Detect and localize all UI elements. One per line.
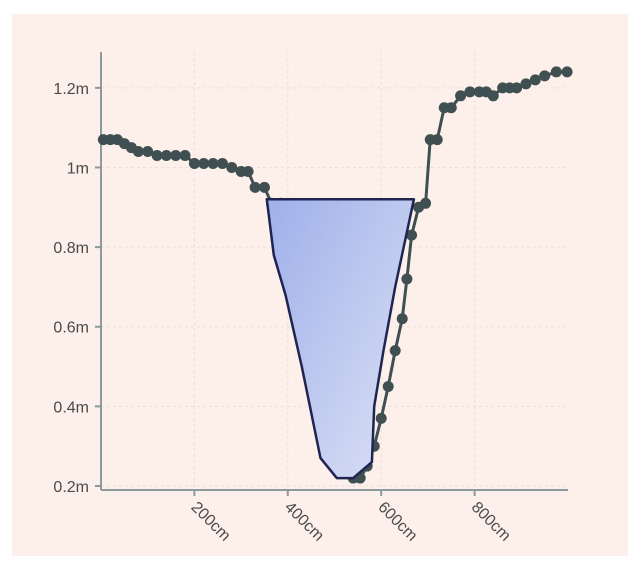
y-tick-label: 0.6m bbox=[53, 320, 89, 337]
x-tick-label: 600cm bbox=[374, 499, 420, 545]
y-tick-label: 1.2m bbox=[53, 81, 89, 98]
data-point bbox=[226, 161, 238, 173]
data-point bbox=[487, 90, 499, 102]
data-point bbox=[550, 66, 562, 78]
y-tick-label: 0.8m bbox=[53, 240, 89, 257]
x-tick-label: 800cm bbox=[468, 499, 514, 545]
data-point bbox=[431, 134, 443, 146]
data-point bbox=[401, 273, 413, 285]
x-tick-label: 200cm bbox=[188, 499, 234, 545]
data-point bbox=[198, 157, 210, 169]
data-point bbox=[464, 86, 476, 98]
data-point bbox=[258, 181, 270, 193]
x-tick-label: 400cm bbox=[281, 499, 327, 545]
data-point bbox=[520, 78, 532, 90]
data-point bbox=[142, 146, 154, 158]
data-point bbox=[132, 146, 144, 158]
data-point bbox=[207, 157, 219, 169]
water-polygon bbox=[265, 198, 416, 480]
y-tick-label: 1m bbox=[67, 160, 89, 177]
data-point bbox=[561, 66, 573, 78]
data-point bbox=[445, 102, 457, 114]
y-tick-label: 0.4m bbox=[53, 399, 89, 416]
data-point bbox=[511, 82, 523, 94]
data-point bbox=[151, 150, 163, 162]
data-point bbox=[406, 229, 418, 241]
data-point bbox=[389, 345, 401, 357]
water-area bbox=[265, 198, 416, 480]
data-point bbox=[455, 90, 467, 102]
data-point bbox=[420, 197, 432, 209]
data-point bbox=[179, 150, 191, 162]
data-point bbox=[188, 157, 200, 169]
data-point bbox=[160, 150, 172, 162]
y-tick-label: 0.2m bbox=[53, 479, 89, 496]
data-point bbox=[216, 157, 228, 169]
data-point bbox=[249, 181, 261, 193]
data-point bbox=[529, 74, 541, 86]
data-point bbox=[539, 70, 551, 82]
data-point bbox=[396, 313, 408, 325]
data-point bbox=[382, 380, 394, 392]
data-point bbox=[375, 412, 387, 424]
data-point bbox=[242, 165, 254, 177]
data-point bbox=[170, 150, 182, 162]
axes bbox=[95, 52, 568, 496]
tick-labels: 0.2m 0.4m 0.6m 0.8m 1m 1.2m 200cm 400cm 600cm 800… bbox=[53, 81, 513, 545]
